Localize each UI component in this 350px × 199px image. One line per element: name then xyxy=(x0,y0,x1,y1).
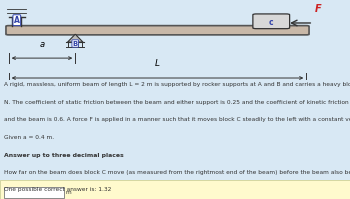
Text: One possible correct answer is: 1.32: One possible correct answer is: 1.32 xyxy=(4,187,112,192)
Text: A: A xyxy=(14,16,20,25)
FancyBboxPatch shape xyxy=(6,26,309,35)
Text: Answer up to three decimal places: Answer up to three decimal places xyxy=(4,153,124,158)
FancyBboxPatch shape xyxy=(0,180,350,199)
FancyBboxPatch shape xyxy=(4,187,64,198)
Text: A rigid, massless, uniform beam of length L = 2 m is supported by rocker support: A rigid, massless, uniform beam of lengt… xyxy=(4,82,350,87)
Text: m: m xyxy=(65,190,71,195)
Text: F: F xyxy=(315,4,322,14)
Text: and the beam is 0.6. A force F is applied in a manner such that it moves block C: and the beam is 0.6. A force F is applie… xyxy=(4,117,350,122)
Text: a: a xyxy=(40,40,44,49)
Text: N. The coefficient of static friction between the beam and either support is 0.2: N. The coefficient of static friction be… xyxy=(4,100,350,105)
FancyBboxPatch shape xyxy=(253,14,290,29)
Polygon shape xyxy=(68,34,83,42)
Text: c: c xyxy=(269,19,274,27)
Text: Given a = 0.4 m.: Given a = 0.4 m. xyxy=(4,135,54,140)
Text: B: B xyxy=(73,41,78,47)
Text: How far on the beam does block C move (as measured from the rightmost end of the: How far on the beam does block C move (a… xyxy=(4,170,350,175)
Text: L: L xyxy=(155,60,160,68)
